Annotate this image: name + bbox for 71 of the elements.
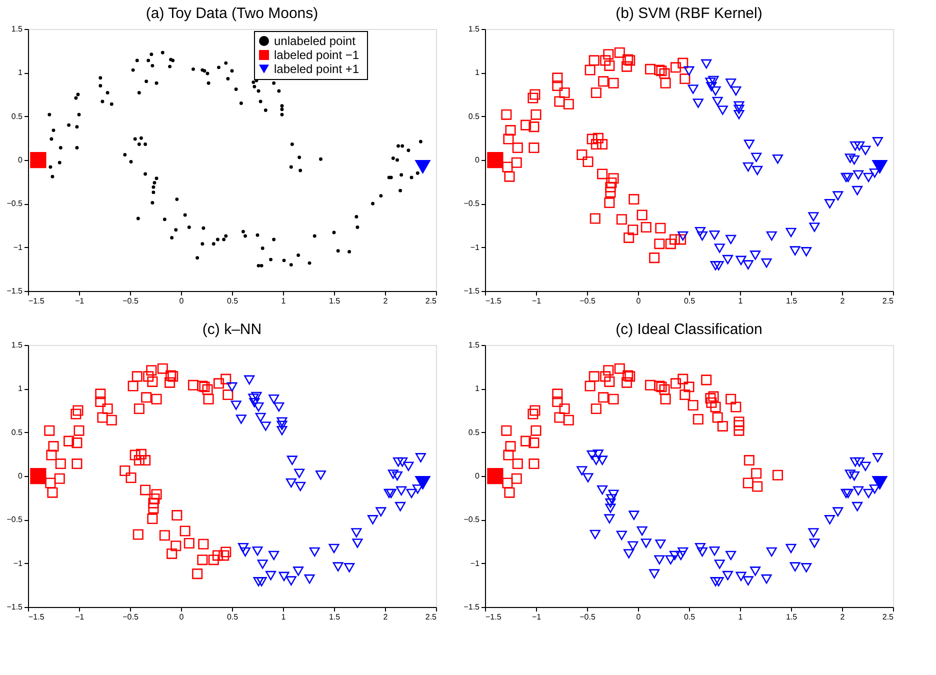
y-tick-label: −0.5 xyxy=(464,199,480,208)
y-tick-label: −1 xyxy=(470,558,480,568)
y-tick-label: 0 xyxy=(475,156,480,164)
x-tick-label: 1 xyxy=(281,612,286,622)
x-tick-label: 0 xyxy=(636,296,642,306)
y-tick-label: −1.5 xyxy=(6,602,24,612)
x-tick-label: −1.5 xyxy=(28,612,45,622)
x-tick-label: −1.5 xyxy=(486,612,502,622)
x-tick-label: 0 xyxy=(636,612,642,622)
y-tick-label: −1.5 xyxy=(464,602,480,612)
y-tick-label: −0.5 xyxy=(6,199,24,208)
y-tick-label: −0.5 xyxy=(464,515,480,524)
y-tick-label: 1 xyxy=(18,384,24,394)
x-tick-label: 1 xyxy=(738,296,744,306)
y-tick-label: −1.5 xyxy=(6,286,24,296)
x-tick-label: −0.5 xyxy=(122,612,139,622)
legend-label: labeled point −1 xyxy=(274,48,360,62)
x-tick-label: 1.5 xyxy=(786,612,798,622)
x-tick-label: 2 xyxy=(383,296,388,306)
y-tick-label: 1 xyxy=(475,384,480,394)
y-tick-label: 1.5 xyxy=(11,24,24,34)
x-tick-label: −1 xyxy=(74,612,85,622)
x-tick-label: 2.5 xyxy=(882,296,894,306)
x-tick-label: 2 xyxy=(840,612,846,622)
x-tick-label: 2.5 xyxy=(425,612,438,622)
x-tick-label: 1 xyxy=(281,296,286,306)
legend-label: unlabeled point xyxy=(274,34,356,48)
x-tick-label: 0 xyxy=(179,612,184,622)
y-tick-label: −1 xyxy=(13,242,24,252)
y-tick-label: 0 xyxy=(475,472,480,480)
y-tick-label: 0.5 xyxy=(11,428,24,437)
y-tick-label: 1 xyxy=(18,68,24,78)
legend-label: labeled point +1 xyxy=(274,62,360,76)
x-tick-label: −1.5 xyxy=(486,296,502,306)
x-tick-label: −0.5 xyxy=(580,612,596,622)
x-tick-label: −1 xyxy=(532,296,542,306)
y-tick-label: 1.5 xyxy=(468,340,480,350)
y-tick-label: 0.5 xyxy=(468,112,480,121)
x-tick-label: −1.5 xyxy=(28,296,45,306)
y-tick-label: −1 xyxy=(470,242,480,252)
chart-title: (c) Ideal Classification xyxy=(616,321,762,338)
x-tick-label: 2 xyxy=(383,612,388,622)
x-tick-label: 2.5 xyxy=(425,296,438,306)
x-tick-label: 1.5 xyxy=(786,296,798,306)
y-tick-label: −1 xyxy=(13,558,24,568)
y-tick-label: 0.5 xyxy=(468,428,480,437)
x-tick-label: 1 xyxy=(738,612,744,622)
x-tick-label: 0.5 xyxy=(226,296,239,306)
x-tick-label: −1 xyxy=(532,612,542,622)
x-tick-label: 0.5 xyxy=(226,612,239,622)
chart-title: (c) k–NN xyxy=(202,321,262,338)
chart-title: (a) Toy Data (Two Moons) xyxy=(146,5,318,22)
chart-title: (b) SVM (RBF Kernel) xyxy=(616,5,762,22)
x-tick-label: 0.5 xyxy=(684,612,696,622)
y-tick-label: 0 xyxy=(18,472,24,480)
x-tick-label: 1.5 xyxy=(328,296,341,306)
x-tick-label: 2 xyxy=(840,296,846,306)
y-tick-label: 0 xyxy=(18,156,24,164)
x-tick-label: 2.5 xyxy=(882,612,894,622)
x-tick-label: −0.5 xyxy=(580,296,596,306)
y-tick-label: −1.5 xyxy=(464,286,480,296)
x-tick-label: 0 xyxy=(179,296,184,306)
y-tick-label: 1 xyxy=(475,68,480,78)
x-tick-label: 0.5 xyxy=(684,296,696,306)
x-tick-label: −0.5 xyxy=(122,296,139,306)
y-tick-label: 0.5 xyxy=(11,112,24,121)
y-tick-label: 1.5 xyxy=(468,24,480,34)
y-tick-label: −0.5 xyxy=(6,515,24,524)
x-tick-label: −1 xyxy=(74,296,85,306)
y-tick-label: 1.5 xyxy=(11,340,24,350)
x-tick-label: 1.5 xyxy=(328,612,341,622)
